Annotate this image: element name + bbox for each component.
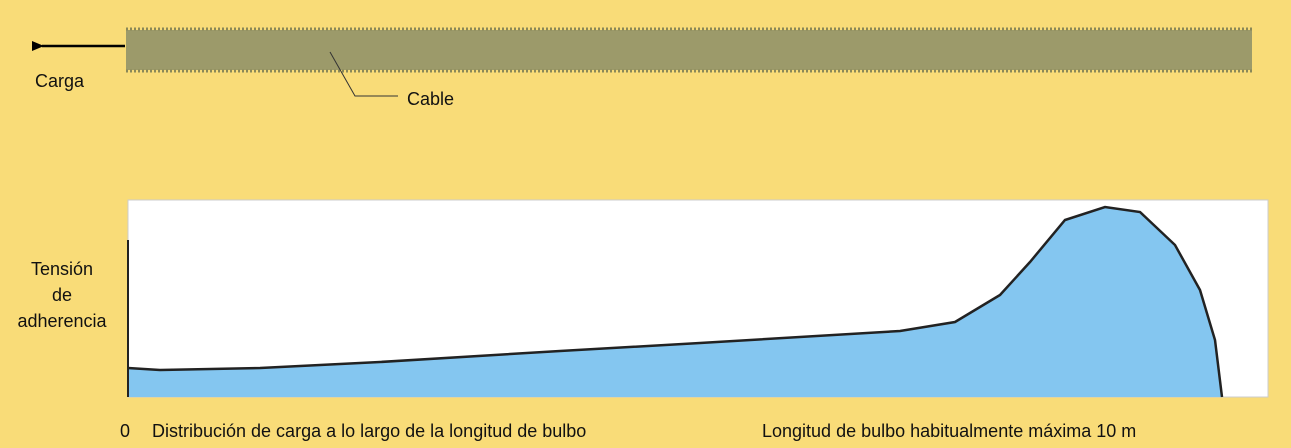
y-label: Tensión [31,259,93,279]
y-label: de [52,285,72,305]
cable-label: Cable [407,89,454,109]
load-label: Carga [35,71,85,91]
stress-area [128,207,1222,397]
cable [126,30,1252,70]
stress-curve [127,205,1224,398]
length-note: Longitud de bulbo habitualmente máxima 1… [762,421,1136,441]
origin-label: 0 [120,421,130,441]
y-label: adherencia [17,311,107,331]
x-caption: Distribución de carga a lo largo de la l… [152,421,586,441]
leader-line [329,51,398,97]
